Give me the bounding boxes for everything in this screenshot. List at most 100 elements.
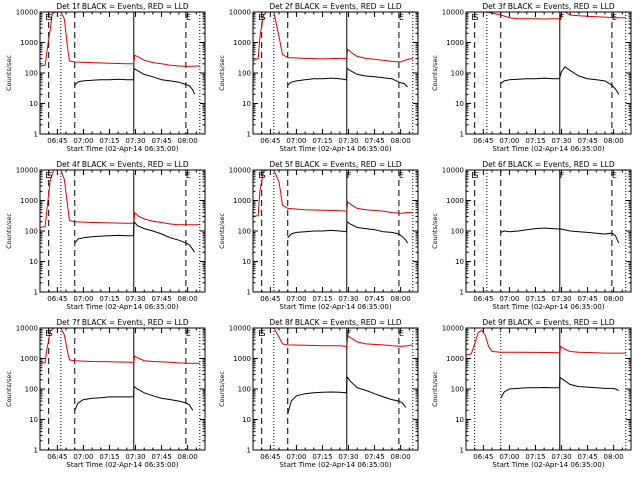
x-tick-label: 07:45: [577, 453, 597, 461]
x-tick-label: 08:00: [604, 453, 624, 461]
x-tick-label: 07:30: [338, 453, 358, 461]
time-marker-label: S: [47, 13, 52, 22]
x-axis-label: Start Time (02-Apr-14 06:35:00): [492, 303, 604, 311]
lld-series-line: [40, 12, 200, 67]
plot-frame: [465, 327, 632, 451]
x-tick-label: 07:00: [499, 295, 519, 303]
time-marker-label: S: [260, 329, 265, 338]
plot-frame: [465, 169, 632, 293]
time-marker-label: F: [560, 13, 565, 22]
x-tick-label: 07:00: [73, 295, 93, 303]
x-tick-label: 06:45: [473, 295, 493, 303]
y-tick-label: 1000: [20, 197, 38, 205]
x-tick-label: 08:00: [604, 137, 624, 145]
x-tick-label: 08:00: [604, 295, 624, 303]
plot-frame: [39, 169, 206, 293]
plot-area: [474, 170, 627, 292]
y-tick-label: 1000: [20, 39, 38, 47]
time-marker-label: E: [471, 13, 476, 22]
x-tick-label: 07:00: [499, 453, 519, 461]
x-tick-label: 07:00: [499, 137, 519, 145]
lld-series-line: [466, 12, 626, 20]
x-axis-label: Start Time (02-Apr-14 06:35:00): [279, 461, 391, 469]
y-axis-label: Counts/sec: [5, 213, 13, 249]
y-tick-label: 10: [242, 100, 251, 108]
time-marker-label: F: [347, 329, 352, 338]
y-axis-label: Counts/sec: [218, 213, 226, 249]
y-tick-label: 10: [242, 416, 251, 424]
time-marker-label: E: [612, 171, 617, 180]
time-marker-label: E: [258, 13, 263, 22]
panel-9: Det 9f BLACK = Events, RED = LLD 1 10 100 10…: [431, 318, 632, 469]
x-tick-label: 07:15: [312, 137, 332, 145]
time-marker-label: F: [347, 171, 352, 180]
x-tick-label: 07:30: [125, 137, 145, 145]
y-tick-label: 1000: [446, 197, 464, 205]
plot-area: [40, 328, 201, 450]
y-tick-label: 100: [238, 386, 251, 394]
panel-title: Det 1f BLACK = Events, RED = LLD: [56, 2, 189, 11]
x-tick-label: 07:00: [73, 137, 93, 145]
y-tick-label: 10: [455, 416, 464, 424]
y-tick-label: 10: [455, 100, 464, 108]
y-tick-label: 1: [247, 447, 251, 455]
y-tick-label: 10: [29, 258, 38, 266]
time-marker-label: S: [473, 13, 478, 22]
plot-frame: [39, 327, 206, 451]
x-tick-label: 07:30: [125, 453, 145, 461]
x-tick-label: 07:45: [151, 137, 171, 145]
x-tick-label: 07:15: [525, 137, 545, 145]
x-tick-label: 07:00: [286, 295, 306, 303]
events-series-line: [287, 375, 407, 415]
y-tick-label: 1: [34, 131, 38, 139]
lld-series-line: [40, 328, 200, 364]
time-marker-label: S: [260, 171, 265, 180]
time-marker-label: S: [260, 13, 265, 22]
y-tick-label: 1000: [233, 355, 251, 363]
x-tick-label: 07:15: [312, 453, 332, 461]
y-tick-label: 1: [460, 289, 464, 297]
y-tick-label: 10000: [442, 9, 464, 17]
x-tick-label: 08:00: [178, 295, 198, 303]
x-tick-label: 07:45: [151, 453, 171, 461]
panel-title: Det 7f BLACK = Events, RED = LLD: [56, 318, 189, 327]
y-tick-label: 10: [455, 258, 464, 266]
y-axis-label: Counts/sec: [431, 55, 439, 91]
plot-area: [466, 12, 627, 134]
time-marker-label: E: [186, 13, 191, 22]
y-tick-label: 1000: [233, 197, 251, 205]
y-tick-label: 100: [451, 386, 464, 394]
y-axis-label: Counts/sec: [218, 371, 226, 407]
panel-title: Det 3f BLACK = Events, RED = LLD: [482, 2, 615, 11]
x-tick-label: 07:00: [286, 453, 306, 461]
y-axis-label: Counts/sec: [5, 371, 13, 407]
events-series-line: [74, 220, 196, 253]
y-axis-label: Counts/sec: [5, 55, 13, 91]
x-tick-label: 07:15: [312, 295, 332, 303]
time-marker-label: S: [47, 329, 52, 338]
plot-area: [466, 328, 627, 450]
y-tick-label: 10: [242, 258, 251, 266]
lld-series-line: [253, 328, 413, 347]
x-tick-label: 06:45: [47, 295, 67, 303]
plot-area: [253, 170, 414, 292]
time-marker-label: E: [258, 171, 263, 180]
time-marker-label: E: [186, 171, 191, 180]
x-tick-label: 08:00: [391, 295, 411, 303]
plot-area: [253, 12, 414, 134]
x-axis-label: Start Time (02-Apr-14 06:35:00): [66, 145, 178, 153]
x-tick-label: 06:45: [473, 453, 493, 461]
x-tick-label: 07:15: [99, 453, 119, 461]
time-marker-label: E: [258, 329, 263, 338]
time-marker-label: E: [399, 171, 404, 180]
lld-series-line: [253, 12, 413, 63]
x-tick-label: 07:45: [577, 295, 597, 303]
y-axis-label: Counts/sec: [431, 213, 439, 249]
y-tick-label: 10: [29, 416, 38, 424]
